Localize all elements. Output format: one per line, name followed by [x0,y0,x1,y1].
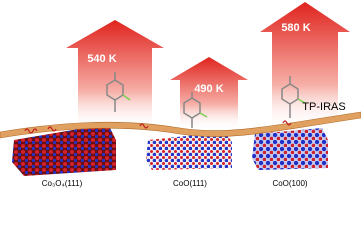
arrow [170,57,248,130]
molecule [183,92,208,128]
figure: 540 K 490 K 580 K TP-IRAS Co₃O₄(111) CoO… [0,2,361,188]
surface-label: CoO(111) [173,179,207,188]
crystal-slab [252,128,328,170]
ir-wave [24,120,292,134]
temperature-label: 580 K [281,22,310,34]
crystal-slab [146,132,232,170]
ir-band [0,111,361,139]
molecule [281,76,306,118]
band-label: TP-IRAS [302,101,345,113]
surface-label: CoO(100) [272,179,307,188]
molecule [106,72,131,112]
temperature-label: 490 K [194,83,223,95]
temperature-label: 540 K [87,53,116,65]
surface-label: Co₃O₄(111) [42,179,83,188]
crystal-slab [12,124,116,176]
